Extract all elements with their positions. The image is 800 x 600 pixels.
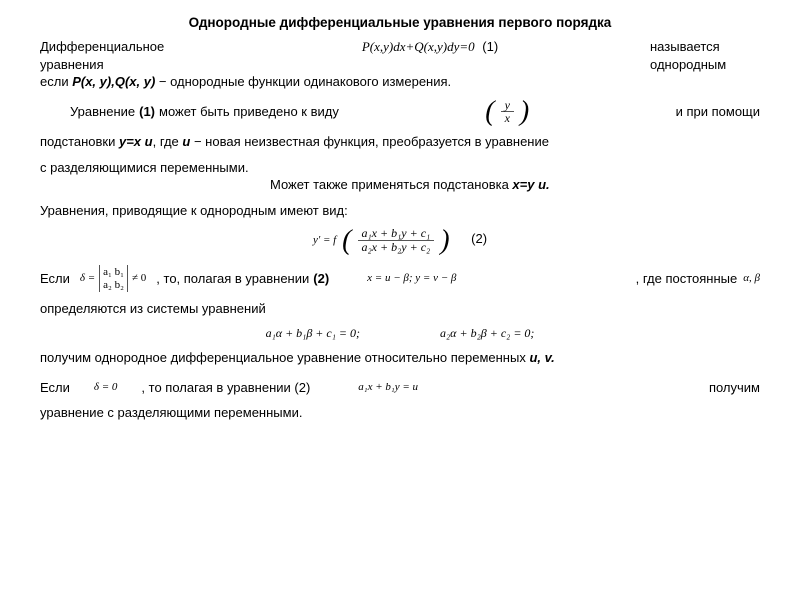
cond-c: − однородные функции одинакового измерен…: [155, 74, 451, 89]
reduce-b: (1): [139, 103, 155, 121]
page: Однородные дифференциальные уравнения пе…: [0, 0, 800, 432]
alt-b: x=y u.: [512, 177, 549, 192]
eq2-num: a₁x + b₁y + c₁: [358, 227, 435, 241]
reduce-d: и при помощи: [676, 103, 760, 121]
reduce-line: Уравнение (1) может быть приведено к вид…: [40, 99, 760, 125]
c1-det-r1: a₁ b₁: [103, 266, 124, 278]
c2-b: , то полагая в уравнении (2): [141, 379, 310, 397]
c1-result: получим однородное дифференциальное урав…: [40, 349, 760, 367]
reduce-frac: y x: [501, 99, 514, 125]
sep-vars-line: с разделяющимися переменными.: [40, 159, 760, 177]
c1-res-b: u, v.: [529, 350, 554, 365]
sys1: a₁α + b₁β + c₁ = 0;: [266, 325, 360, 341]
page-title: Однородные дифференциальные уравнения пе…: [40, 14, 760, 32]
reduce-frac-den: x: [501, 112, 514, 125]
subst-line: подстановки y=x u, где u − новая неизвес…: [40, 133, 760, 151]
c2-sub: a₁x + b₁y = u: [358, 380, 418, 395]
eq2: y' = f ( a₁x + b₁y + c₁ a₂x + b₂y + c₂ ): [313, 227, 450, 253]
c1-a: Если: [40, 270, 70, 288]
c1-det-body: a₁ b₁ a₂ b₂: [99, 265, 128, 291]
eq2-block: y' = f ( a₁x + b₁y + c₁ a₂x + b₂y + c₂ )…: [40, 227, 760, 253]
reduce-eq: y' = f ( y x ): [485, 99, 529, 125]
leading-line: Уравнения, приводящие к однородным имеют…: [40, 202, 760, 220]
def-equation: P(x,y)dx+Q(x,y)dy=0 (1): [220, 38, 640, 56]
subst-a: подстановки: [40, 134, 119, 149]
c1-sys-intro: определяются из системы уравнений: [40, 300, 760, 318]
c2-result: уравнение с разделяющими переменными.: [40, 404, 760, 422]
def-right: называется однородным: [650, 38, 760, 73]
c1-neq: ≠ 0: [132, 271, 146, 286]
alt-subst: Может также применяться подстановка x=y …: [40, 176, 760, 194]
case2-line: Если δ = 0 , то полагая в уравнении (2) …: [40, 379, 760, 397]
eq2-den: a₂x + b₂y + c₂: [358, 241, 435, 254]
reduce-a: Уравнение: [70, 103, 135, 121]
alt-a: Может также применяться подстановка: [270, 177, 512, 192]
def-right-top: называется: [650, 38, 760, 56]
def-right-bot: однородным: [650, 56, 760, 74]
def-left: Дифференциальное уравнения: [40, 38, 210, 73]
c1-det: δ = a₁ b₁ a₂ b₂ ≠ 0: [80, 265, 146, 291]
eq2-frac: a₁x + b₁y + c₁ a₂x + b₂y + c₂: [358, 227, 435, 253]
eq2-lhs: y' = f: [313, 233, 336, 248]
cond-a: если: [40, 74, 72, 89]
reduce-c: может быть приведено к виду: [159, 103, 339, 121]
reduce-frac-num: y: [501, 99, 514, 113]
c1-ab: α, β: [743, 271, 760, 286]
c1-det-r2: a₂ b₂: [103, 279, 124, 291]
case1-line: Если δ = a₁ b₁ a₂ b₂ ≠ 0 , то, полагая в…: [40, 265, 760, 291]
subst-b: y=x u: [119, 134, 153, 149]
eq1-num: (1): [482, 39, 498, 54]
c1-res-a: получим однородное дифференциальное урав…: [40, 350, 529, 365]
definition-row: Дифференциальное уравнения P(x,y)dx+Q(x,…: [40, 38, 760, 73]
cond-b: P(x, y),Q(x, y): [72, 74, 155, 89]
eq1-text: P(x,y)dx+Q(x,y)dy=0: [362, 39, 475, 54]
subst-c: , где: [153, 134, 183, 149]
sys2: a₂α + b₂β + c₂ = 0;: [440, 325, 534, 341]
c1-delta: δ =: [80, 271, 95, 286]
eq2-tag: (2): [471, 231, 487, 246]
c2-c: получим: [709, 379, 760, 397]
condition-line: если P(x, y),Q(x, y) − однородные функци…: [40, 73, 760, 91]
c1-sub: x = u − β; y = v − β: [367, 271, 456, 286]
subst-e: − новая неизвестная функция, преобразует…: [190, 134, 549, 149]
c1-d: , где постоянные: [636, 270, 738, 288]
c2-delta: δ = 0: [94, 380, 118, 395]
c1-c: (2): [313, 270, 329, 288]
c2-a: Если: [40, 379, 70, 397]
system-row: a₁α + b₁β + c₁ = 0; a₂α + b₂β + c₂ = 0;: [40, 325, 760, 341]
c1-b: , то, полагая в уравнении: [156, 270, 309, 288]
